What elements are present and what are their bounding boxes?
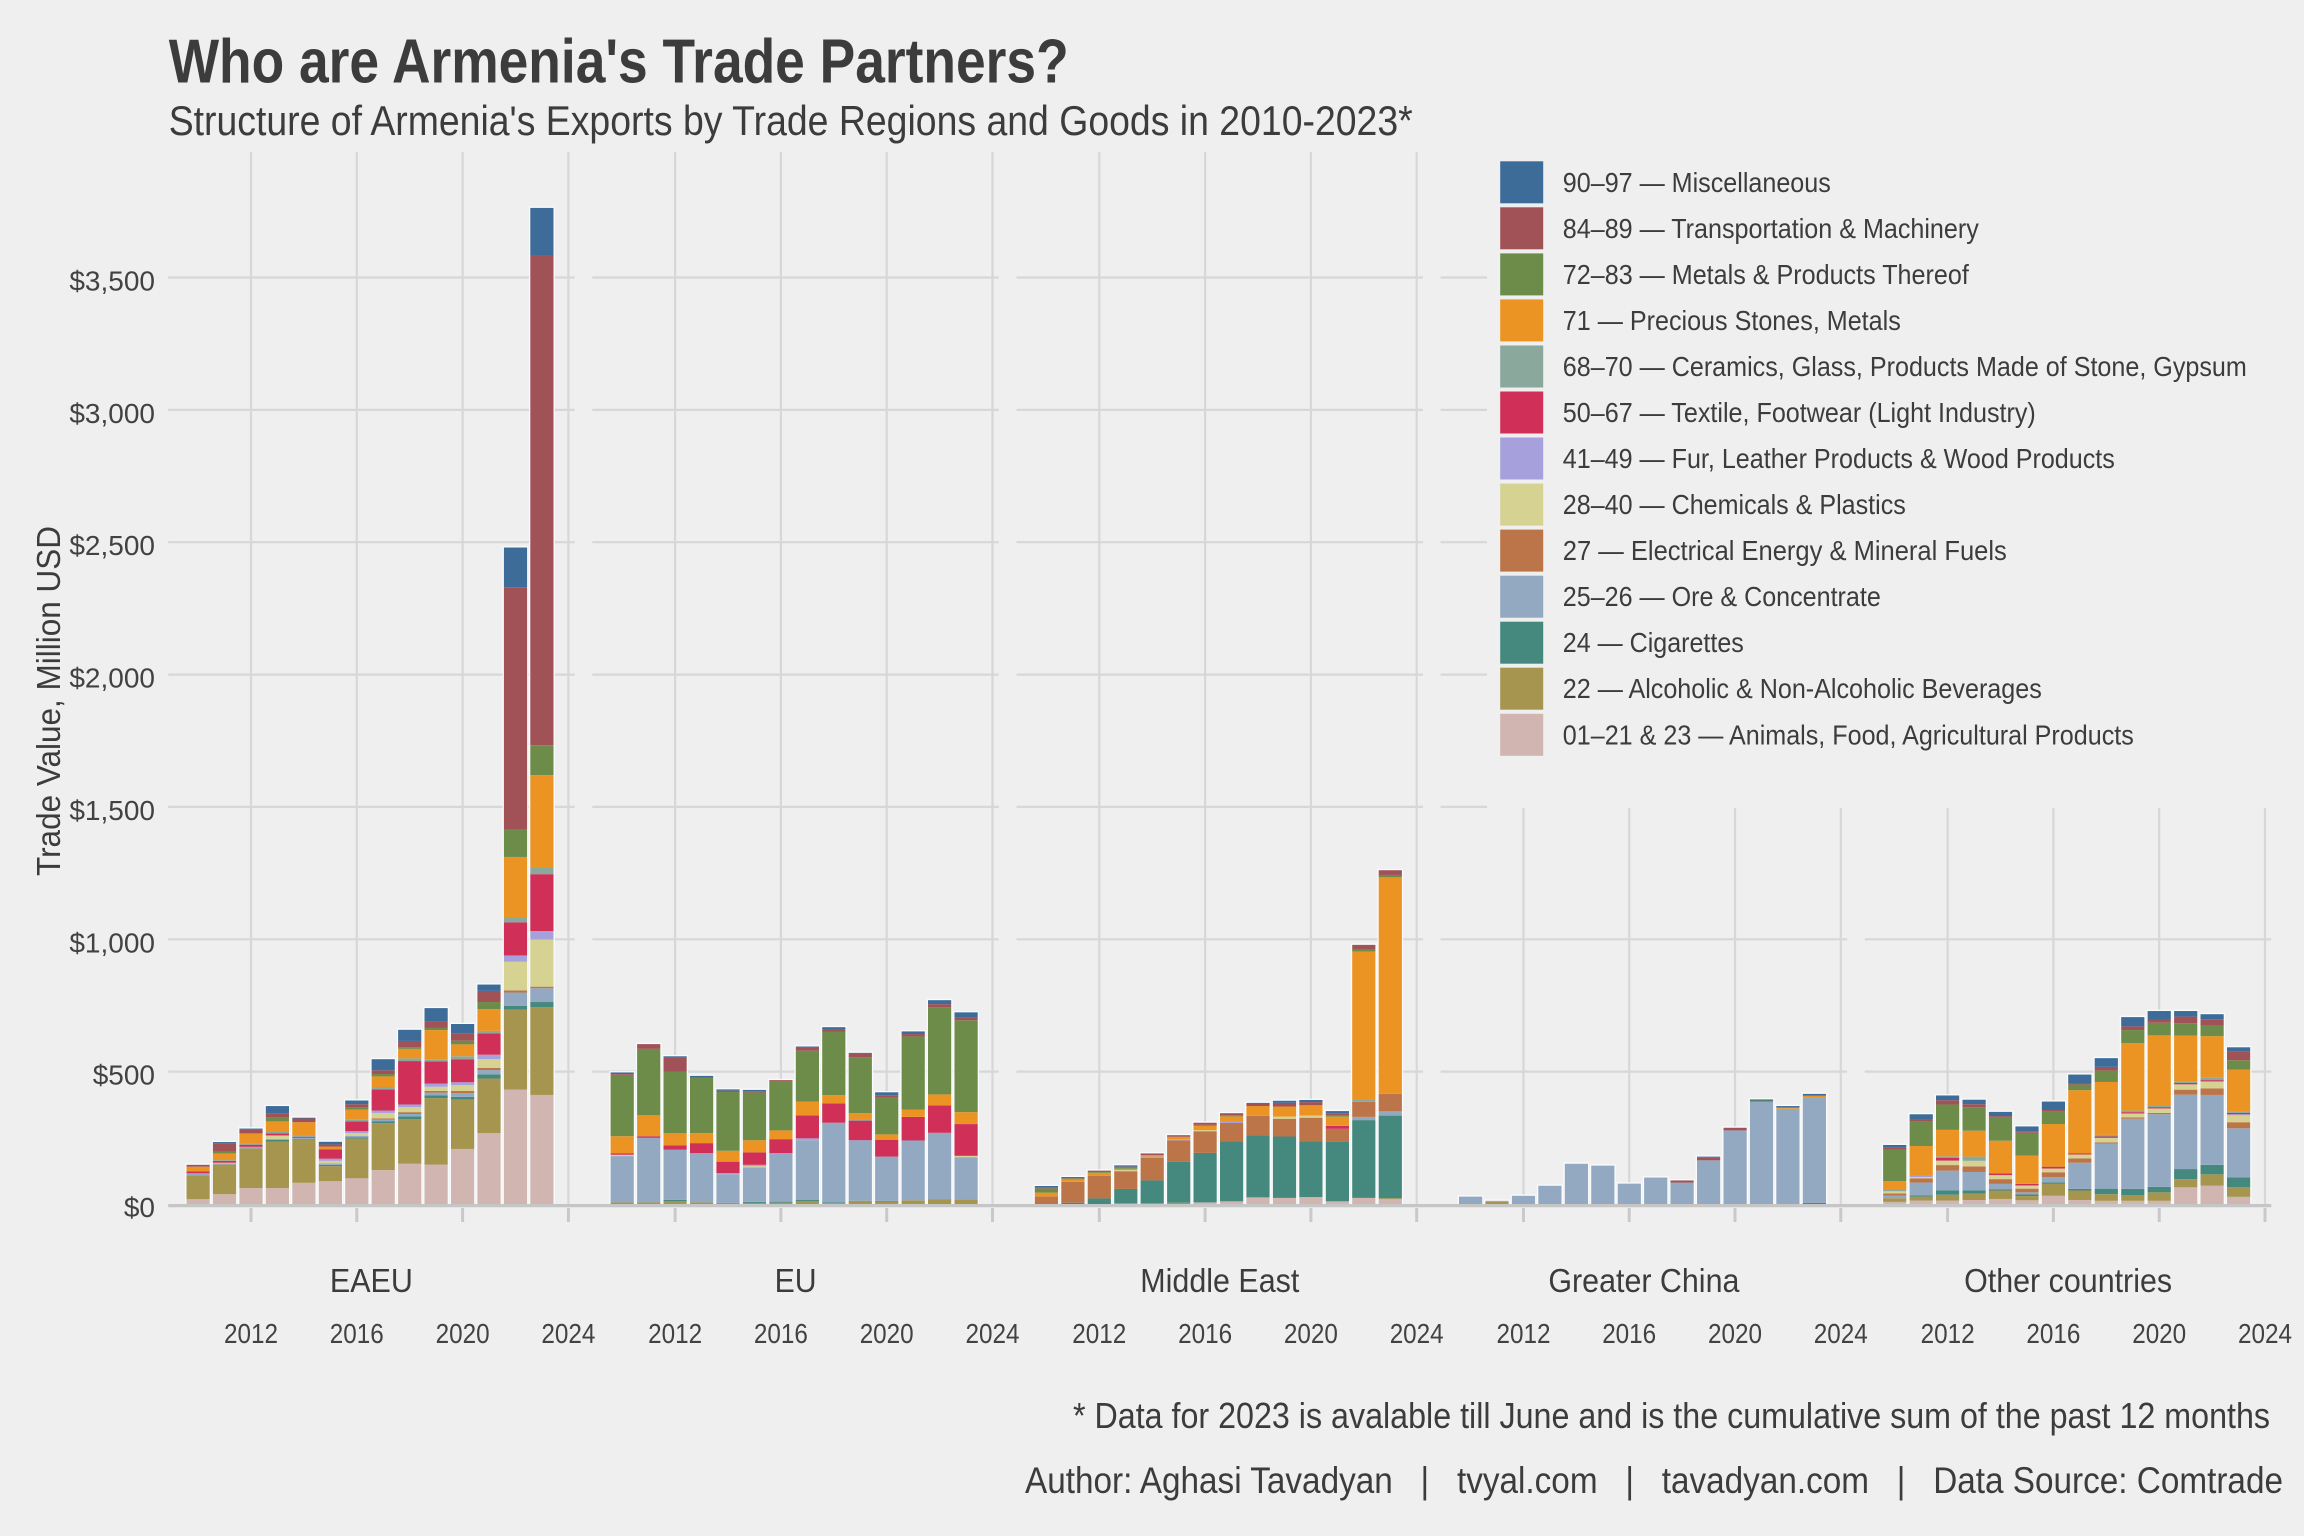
svg-text:Trade Value, Million USD: Trade Value, Million USD <box>30 526 67 876</box>
svg-text:27 — Electrical Energy & Mine: 27 — Electrical Energy & Mineral Fuels <box>1563 535 2007 566</box>
svg-text:2024: 2024 <box>966 1318 1020 1349</box>
svg-text:2024: 2024 <box>1390 1318 1444 1349</box>
svg-text:41–49 — Fur, Leather Products: 41–49 — Fur, Leather Products & Wood Pro… <box>1563 443 2115 474</box>
svg-text:Middle East: Middle East <box>1140 1263 1300 1300</box>
svg-text:2020: 2020 <box>860 1318 914 1349</box>
svg-text:2020: 2020 <box>436 1318 490 1349</box>
svg-text:2012: 2012 <box>1497 1318 1551 1349</box>
svg-text:Author: Aghasi Tavadyan |: Author: Aghasi Tavadyan | tvyal.com | ta… <box>1025 1460 2283 1501</box>
svg-text:72–83 — Metals & Products Ther: 72–83 — Metals & Products Thereof <box>1563 259 1969 290</box>
svg-text:71 — Precious Stones, Metals: 71 — Precious Stones, Metals <box>1563 305 1901 336</box>
svg-text:2016: 2016 <box>1178 1318 1232 1349</box>
svg-text:2024: 2024 <box>541 1318 595 1349</box>
svg-text:28–40 — Chemicals & Plastics: 28–40 — Chemicals & Plastics <box>1563 489 1906 520</box>
svg-text:2012: 2012 <box>224 1318 278 1349</box>
svg-text:Other countries: Other countries <box>1964 1263 2172 1300</box>
svg-text:2012: 2012 <box>1072 1318 1126 1349</box>
svg-text:84–89 — Transportation & Machi: 84–89 — Transportation & Machinery <box>1563 213 1979 244</box>
svg-text:$3,500: $3,500 <box>69 266 155 297</box>
svg-text:$2,000: $2,000 <box>69 663 155 694</box>
svg-text:2016: 2016 <box>2026 1318 2080 1349</box>
svg-text:2016: 2016 <box>754 1318 808 1349</box>
svg-text:25–26 — Ore & Concentrate: 25–26 — Ore & Concentrate <box>1563 581 1881 612</box>
svg-text:2012: 2012 <box>648 1318 702 1349</box>
svg-text:90–97 — Miscellaneous: 90–97 — Miscellaneous <box>1563 167 1831 198</box>
svg-text:68–70 — Ceramics, Glass, Produ: 68–70 — Ceramics, Glass, Products Made o… <box>1563 351 2247 382</box>
svg-text:50–67 — Textile, Footwear (Lig: 50–67 — Textile, Footwear (Light Industr… <box>1563 397 2036 428</box>
svg-text:$2,500: $2,500 <box>69 530 155 561</box>
svg-text:2024: 2024 <box>2238 1318 2292 1349</box>
svg-text:EU: EU <box>775 1263 817 1300</box>
svg-text:2012: 2012 <box>1921 1318 1975 1349</box>
svg-text:$0: $0 <box>124 1192 155 1223</box>
svg-text:$1,000: $1,000 <box>69 927 155 958</box>
svg-text:2020: 2020 <box>2132 1318 2186 1349</box>
svg-text:$1,500: $1,500 <box>69 795 155 826</box>
svg-text:Structure of Armenia's Exports: Structure of Armenia's Exports by Trade … <box>169 97 1413 144</box>
svg-text:$3,000: $3,000 <box>69 398 155 429</box>
svg-text:$500: $500 <box>93 1060 155 1091</box>
svg-text:* Data for 2023 is avalable ti: * Data for 2023 is avalable till June an… <box>1073 1395 2270 1436</box>
svg-text:Who are Armenia's Trade Partne: Who are Armenia's Trade Partners? <box>169 28 1069 97</box>
svg-text:22 — Alcoholic & Non-Alcoholic: 22 — Alcoholic & Non-Alcoholic Beverages <box>1563 673 2042 704</box>
svg-text:24 — Cigarettes: 24 — Cigarettes <box>1563 627 1744 658</box>
svg-text:2016: 2016 <box>1602 1318 1656 1349</box>
svg-text:EAEU: EAEU <box>330 1263 413 1300</box>
svg-text:01–21 & 23 — Animals, Food, Ag: 01–21 & 23 — Animals, Food, Agricultural… <box>1563 719 2134 750</box>
svg-text:Greater China: Greater China <box>1548 1263 1739 1300</box>
svg-text:2020: 2020 <box>1708 1318 1762 1349</box>
svg-text:2024: 2024 <box>1814 1318 1868 1349</box>
svg-text:2020: 2020 <box>1284 1318 1338 1349</box>
svg-text:2016: 2016 <box>330 1318 384 1349</box>
